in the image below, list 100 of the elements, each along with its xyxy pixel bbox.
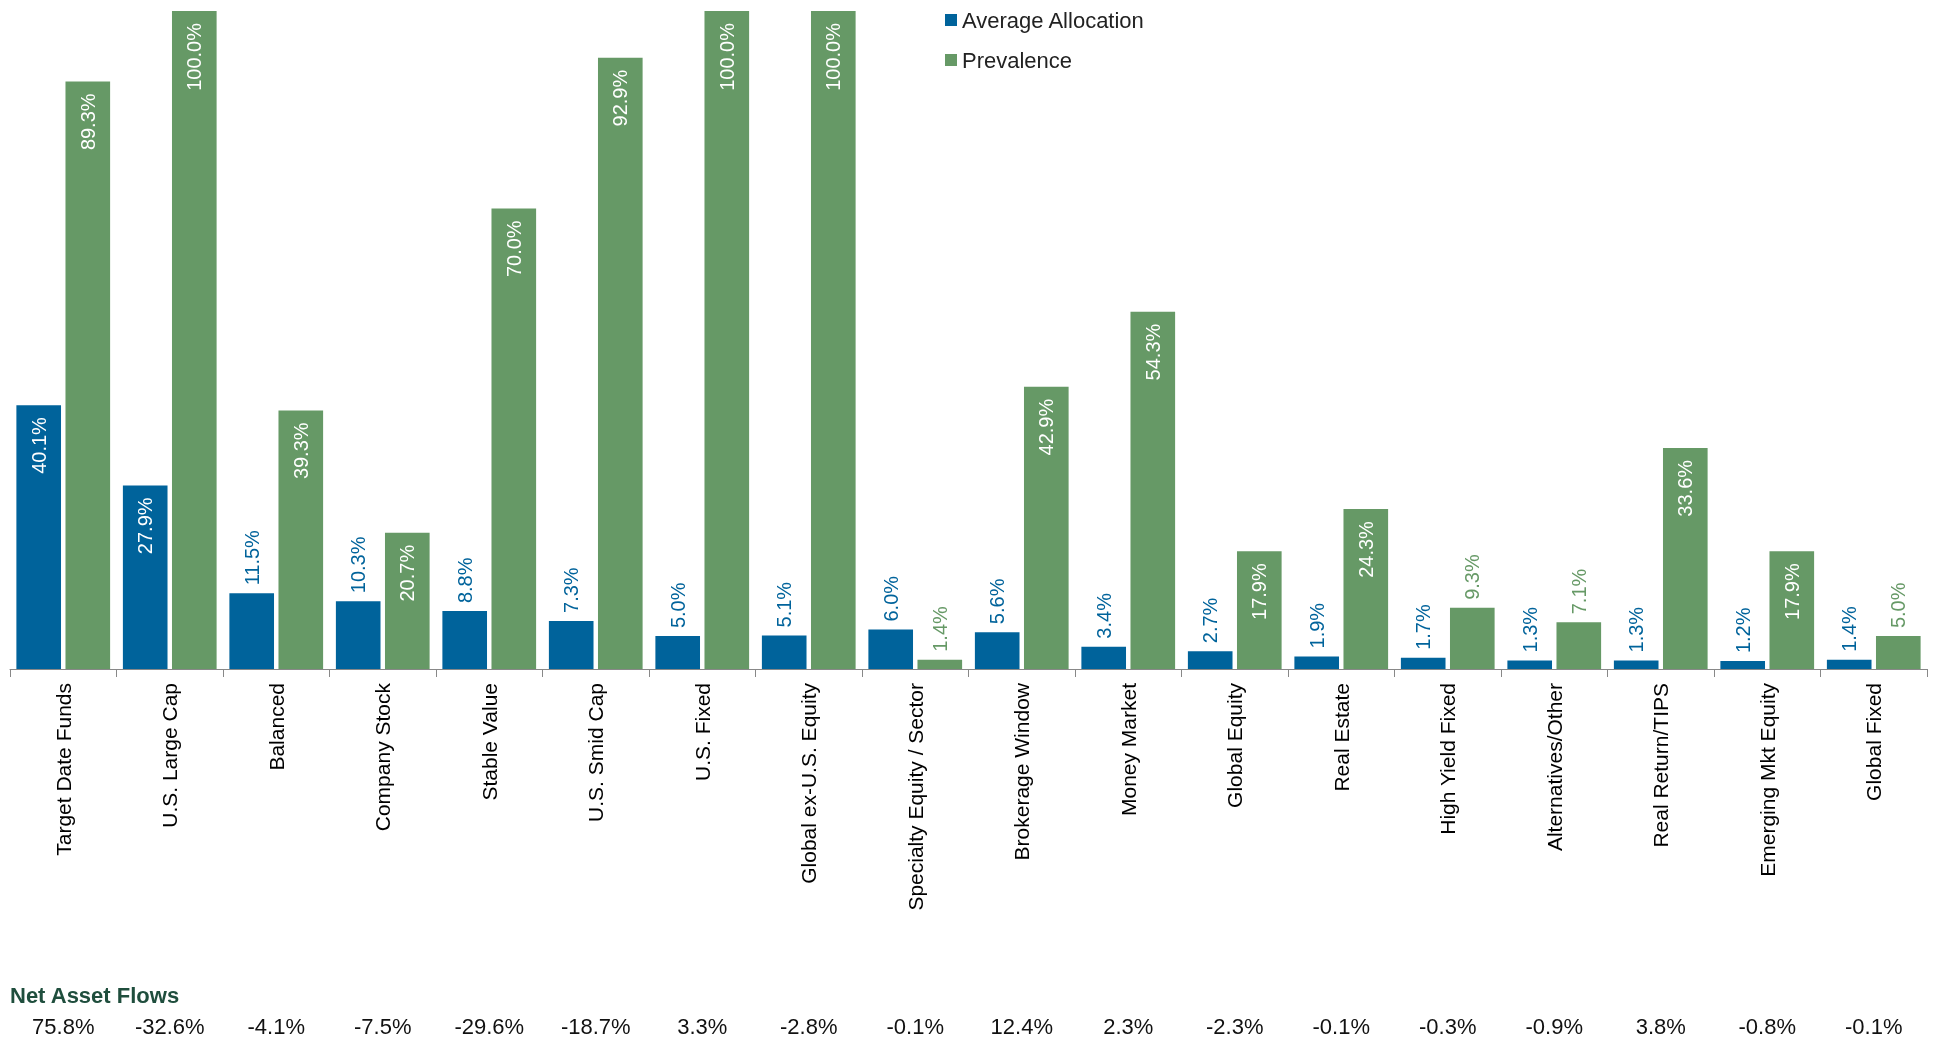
bar	[810, 11, 856, 669]
bar	[335, 601, 381, 669]
text: 12.4%	[990, 1013, 1053, 1039]
x-tick-label: Global ex-U.S. Equity	[797, 682, 821, 884]
data-label: 70.0%	[502, 220, 525, 278]
text: -18.7%	[560, 1013, 631, 1039]
data-label: 20.7%	[396, 544, 419, 602]
data-label: 100.0%	[183, 22, 206, 91]
data-label: 7.1%	[1567, 568, 1590, 615]
bar	[16, 405, 62, 669]
data-label: 2.7%	[1199, 597, 1222, 644]
x-tick-label: Money Market	[1116, 682, 1140, 817]
bar	[229, 593, 275, 669]
x-tick-label: Target Date Funds	[51, 683, 75, 856]
data-label: 92.9%	[609, 69, 632, 127]
data-label: 5.0%	[1887, 582, 1910, 629]
data-label: 5.0%	[666, 582, 689, 629]
text: 3.3%	[677, 1013, 728, 1039]
data-label: 9.3%	[1461, 554, 1484, 600]
bar	[974, 632, 1020, 669]
bar	[1081, 646, 1127, 669]
bar	[491, 208, 537, 669]
bar	[1400, 657, 1446, 669]
bar	[1556, 622, 1602, 669]
bar	[1294, 656, 1340, 669]
bar	[597, 57, 643, 669]
data-label: 17.9%	[1248, 563, 1271, 620]
data-label: 33.6%	[1674, 459, 1697, 517]
data-label: 1.4%	[928, 605, 951, 652]
x-tick-label: Balanced	[264, 683, 288, 771]
x-tick-label: Emerging Mkt Equity	[1755, 682, 1779, 877]
bar	[171, 11, 217, 669]
x-tick-label: Alternatives/Other	[1542, 683, 1566, 852]
bar	[384, 532, 430, 669]
text: -0.1%	[886, 1013, 944, 1039]
data-label: 5.1%	[773, 581, 796, 628]
x-tick-label: U.S. Smid Cap	[584, 683, 608, 822]
text: -4.1%	[247, 1013, 305, 1039]
bar	[1769, 551, 1815, 669]
x-tick-label: Real Return/TIPS	[1649, 683, 1673, 848]
bar	[761, 635, 807, 669]
data-label: 7.3%	[560, 567, 583, 613]
data-label: 3.4%	[1092, 592, 1115, 639]
data-label: 89.3%	[76, 93, 99, 151]
legend-label: Prevalence	[962, 47, 1073, 73]
text: -32.6%	[134, 1013, 205, 1039]
text: 2.3%	[1103, 1013, 1154, 1039]
data-label: 54.3%	[1141, 323, 1164, 381]
legend-label: Average Allocation	[962, 7, 1144, 33]
x-tick-label: Global Fixed	[1862, 683, 1886, 801]
x-tick-label: Stable Value	[477, 683, 501, 801]
text: -29.6%	[454, 1013, 525, 1039]
bar	[1187, 651, 1233, 669]
bar	[655, 636, 701, 669]
bar	[917, 659, 963, 669]
data-label: 8.8%	[453, 557, 476, 604]
data-label: 1.9%	[1305, 602, 1328, 649]
x-tick-label: Brokerage Window	[1010, 682, 1034, 861]
data-label: 1.4%	[1838, 605, 1861, 652]
x-tick-label: Real Estate	[1329, 683, 1353, 792]
bar	[1826, 659, 1872, 669]
x-tick-label: U.S. Large Cap	[158, 683, 182, 828]
bar	[122, 485, 168, 669]
x-tick-label: Global Equity	[1223, 682, 1247, 808]
x-tick-label: High Yield Fixed	[1436, 683, 1460, 835]
data-label: 1.7%	[1412, 604, 1435, 650]
text: -2.3%	[1206, 1013, 1264, 1039]
data-label: 42.9%	[1035, 398, 1058, 456]
text: -0.8%	[1738, 1013, 1796, 1039]
data-label: 5.6%	[986, 578, 1009, 625]
bar	[1023, 386, 1069, 669]
bar	[1449, 607, 1495, 669]
data-label: 11.5%	[240, 529, 263, 586]
text: -2.8%	[780, 1013, 838, 1039]
text: -0.1%	[1312, 1013, 1370, 1039]
x-tick-label: Specialty Equity / Sector	[903, 683, 927, 911]
text: -0.3%	[1419, 1013, 1477, 1039]
text: -7.5%	[354, 1013, 412, 1039]
text: -0.9%	[1525, 1013, 1583, 1039]
bar	[1130, 311, 1176, 669]
bar	[548, 620, 594, 669]
text: 75.8%	[32, 1013, 95, 1039]
bar	[1343, 509, 1389, 669]
bar	[1875, 636, 1921, 669]
data-label: 10.3%	[347, 536, 370, 594]
data-label: 1.2%	[1731, 607, 1754, 654]
data-label: 1.3%	[1518, 606, 1541, 653]
data-label: 100.0%	[715, 22, 738, 91]
bar	[1507, 660, 1553, 669]
data-label: 40.1%	[27, 416, 50, 474]
text: 3.8%	[1635, 1013, 1686, 1039]
bar	[1236, 551, 1282, 669]
data-label: 39.3%	[289, 422, 312, 480]
data-label: 100.0%	[822, 22, 845, 91]
text: -0.1%	[1845, 1013, 1903, 1039]
bar	[868, 629, 914, 669]
data-label: 6.0%	[879, 575, 902, 622]
data-label: 24.3%	[1354, 520, 1377, 578]
bar	[278, 410, 324, 669]
bar	[65, 81, 111, 669]
